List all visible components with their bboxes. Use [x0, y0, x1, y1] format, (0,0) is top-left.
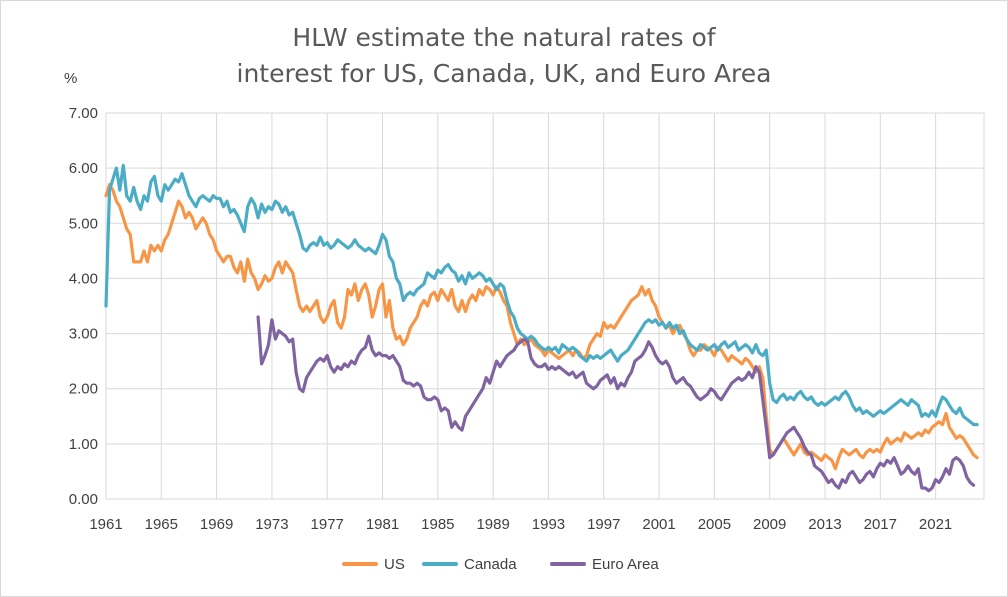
- x-tick-label: 1973: [255, 516, 288, 533]
- y-tick-label: 3.00: [69, 326, 98, 343]
- legend-item-canada: Canada: [422, 553, 517, 575]
- series-lines: [104, 163, 979, 493]
- y-axis-label: %: [64, 70, 78, 87]
- x-tick-label: 2017: [864, 516, 897, 533]
- series-line-canada: [104, 163, 979, 427]
- legend-item-us: US: [342, 553, 405, 575]
- y-tick-label: 2.00: [69, 381, 98, 398]
- x-tick-label: 1981: [366, 516, 399, 533]
- x-tick-label: 1997: [587, 516, 620, 533]
- x-tick-label: 1965: [145, 516, 178, 533]
- legend-swatch-euro-area: [550, 562, 586, 566]
- y-tick-label: 1.00: [69, 436, 98, 453]
- legend-swatch-us: [342, 562, 378, 566]
- gridlines: [105, 112, 985, 500]
- x-tick-label: 2013: [808, 516, 841, 533]
- y-tick-label: 4.00: [69, 270, 98, 287]
- x-axis-ticks: 1961 1965 1969 1973 1977 1981 1985 1989 1993 1997…: [89, 516, 952, 533]
- x-tick-label: 1977: [311, 516, 344, 533]
- legend-label-us: US: [384, 555, 405, 573]
- y-tick-label: 5.00: [69, 215, 98, 232]
- y-tick-label: 0.00: [69, 491, 98, 508]
- x-tick-label: 1961: [89, 516, 122, 533]
- y-tick-label: 7.00: [69, 105, 98, 122]
- chart-title-line2: interest for US, Canada, UK, and Euro Ar…: [236, 59, 772, 88]
- x-tick-label: 1989: [476, 516, 509, 533]
- legend: US Canada Euro Area: [0, 553, 1008, 575]
- legend-label-euro-area: Euro Area: [592, 555, 659, 573]
- legend-item-euro-area: Euro Area: [550, 553, 659, 575]
- x-tick-label: 1993: [532, 516, 565, 533]
- chart-title-line1: HLW estimate the natural rates of: [292, 23, 716, 52]
- series-line-euro-area: [256, 315, 976, 493]
- x-tick-label: 1969: [200, 516, 233, 533]
- legend-label-canada: Canada: [464, 555, 517, 573]
- x-tick-label: 1985: [421, 516, 454, 533]
- x-tick-label: 2005: [698, 516, 731, 533]
- x-tick-label: 2009: [753, 516, 786, 533]
- x-tick-label: 2021: [919, 516, 952, 533]
- x-tick-label: 2001: [642, 516, 675, 533]
- y-axis-ticks: 0.00 1.00 2.00 3.00 4.00 5.00 6.00 7.00: [69, 105, 98, 508]
- y-tick-label: 6.00: [69, 160, 98, 177]
- series-line-us: [104, 183, 979, 471]
- legend-swatch-canada: [422, 562, 458, 566]
